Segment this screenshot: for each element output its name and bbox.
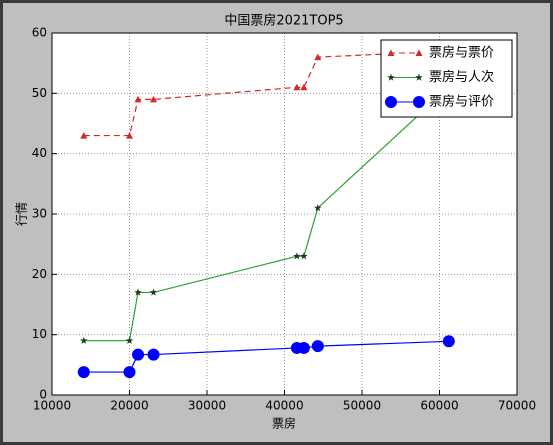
- marker: [293, 83, 301, 91]
- y-tick-label: 10: [32, 327, 47, 341]
- y-tick-label: 60: [32, 26, 47, 40]
- marker: [293, 252, 301, 260]
- marker: [126, 132, 133, 139]
- y-tick-label: 20: [32, 267, 47, 281]
- y-tick-label: 40: [32, 146, 47, 160]
- y-tick-label: 50: [32, 86, 47, 100]
- legend-label: 票房与评价: [429, 94, 494, 110]
- marker: [77, 366, 90, 379]
- plot-frame: [51, 32, 518, 396]
- legend-marker: [387, 73, 395, 81]
- legend-marker: [413, 96, 425, 108]
- marker: [300, 83, 308, 91]
- x-tick-label: 20000: [110, 399, 148, 413]
- x-tick-label: 60000: [420, 399, 458, 413]
- series-line: [83, 50, 449, 137]
- marker: [314, 204, 322, 212]
- x-tick-label: 10000: [33, 399, 71, 413]
- marker: [314, 53, 322, 61]
- marker: [147, 348, 160, 361]
- marker: [123, 366, 136, 379]
- marker: [311, 340, 324, 353]
- marker: [80, 336, 88, 344]
- marker: [134, 95, 142, 103]
- marker: [134, 288, 142, 296]
- marker: [125, 336, 134, 344]
- marker: [150, 95, 158, 103]
- x-tick-label: 50000: [343, 399, 381, 413]
- y-tick-label: 0: [39, 388, 47, 402]
- legend-marker: [415, 49, 423, 56]
- series-line: [83, 86, 450, 342]
- y-axis-label: 行情: [15, 202, 29, 226]
- x-axis-label: 票房: [272, 416, 296, 431]
- marker: [300, 252, 308, 260]
- legend-marker: [385, 96, 397, 108]
- marker: [442, 335, 455, 348]
- y-tick-label: 30: [32, 207, 47, 221]
- legend-marker: [387, 49, 395, 56]
- marker: [80, 132, 88, 139]
- x-tick-label: 30000: [188, 399, 226, 413]
- legend-label: 票房与票价: [429, 45, 494, 61]
- marker: [297, 341, 310, 354]
- marker: [149, 288, 158, 296]
- legend-label: 票房与人次: [429, 69, 494, 85]
- legend-marker: [415, 73, 423, 81]
- chart-title: 中国票房2021TOP5: [224, 13, 343, 29]
- x-tick-label: 40000: [265, 399, 303, 413]
- x-tick-label: 70000: [498, 399, 536, 413]
- marker: [132, 348, 145, 361]
